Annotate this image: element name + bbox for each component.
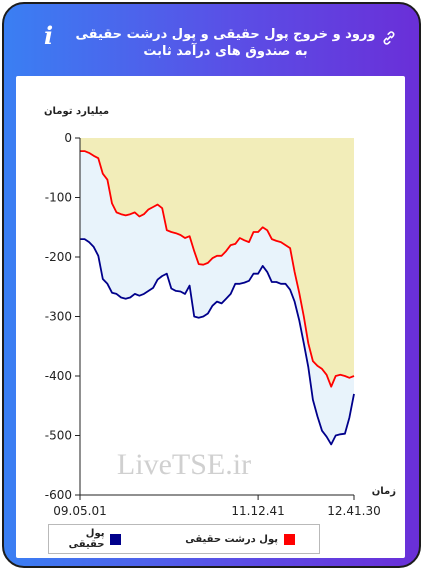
y-ticks: 0 -100 -200 -300 -400 -500 -600 — [45, 131, 80, 502]
y-tick-label: -100 — [45, 191, 72, 205]
legend-label: پول حقیقی — [68, 528, 105, 550]
series-line-big-real-money — [80, 150, 355, 388]
chart-legend: پول حقیقی پول درشت حقیقی — [48, 524, 320, 554]
x-tick-label: 09.05.01 — [53, 504, 106, 518]
y-tick-label: -500 — [45, 429, 72, 443]
x-tick-label: 11.12.41 — [231, 504, 284, 518]
area-above-big-money — [80, 138, 354, 387]
legend-label: پول درشت حقیقی — [185, 533, 278, 545]
area-between-series — [80, 151, 354, 445]
chart-title: ورود و خروج پول حقیقی و پول درشت حقیقی ب… — [75, 27, 376, 59]
line-chart: LiveTSE.ir 0 -100 -200 -300 -400 -500 -600 09.… — [44, 106, 396, 518]
info-icon[interactable]: i — [44, 21, 54, 50]
link-icon[interactable] — [381, 30, 397, 46]
y-tick-label: -600 — [45, 488, 72, 502]
legend-swatch — [110, 533, 121, 545]
y-axis-label: میلیارد تومان — [44, 106, 109, 117]
x-tick-label: 12.41.30 — [327, 504, 380, 518]
series-line-real-money — [80, 238, 355, 446]
legend-item-big-real-money[interactable]: پول درشت حقیقی — [185, 531, 295, 547]
chart-panel: LiveTSE.ir 0 -100 -200 -300 -400 -500 -600 09.… — [16, 76, 405, 558]
y-tick-label: -400 — [45, 369, 72, 383]
y-tick-label: 0 — [64, 131, 72, 145]
x-axis-label: زمان — [372, 486, 396, 497]
legend-item-real-money[interactable]: پول حقیقی — [49, 528, 121, 550]
widget-card: i ورود و خروج پول حقیقی و پول درشت حقیقی… — [2, 2, 421, 568]
widget-header: i ورود و خروج پول حقیقی و پول درشت حقیقی… — [4, 4, 419, 76]
legend-swatch — [284, 533, 295, 545]
x-ticks: 09.05.01 11.12.41 12.41.30 — [53, 495, 381, 518]
y-tick-label: -200 — [45, 250, 72, 264]
watermark: LiveTSE.ir — [117, 448, 251, 481]
y-tick-label: -300 — [45, 310, 72, 324]
